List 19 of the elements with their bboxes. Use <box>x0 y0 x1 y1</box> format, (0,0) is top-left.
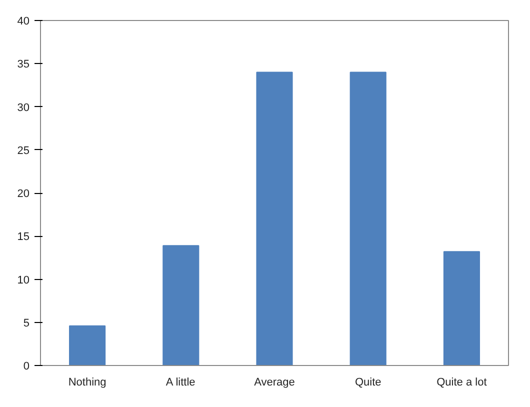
y-tick-label: 25 <box>17 144 30 157</box>
y-tick-label: 5 <box>23 317 30 330</box>
x-tick-label: Quite a lot <box>436 376 487 388</box>
bar <box>69 325 106 366</box>
y-tick-label: 10 <box>17 274 30 286</box>
x-tick-label: A little <box>166 376 196 388</box>
y-tick-label: 20 <box>17 188 30 200</box>
bar <box>443 251 480 366</box>
bar <box>350 72 386 366</box>
bar <box>162 245 200 366</box>
y-tick-label: 15 <box>17 231 30 244</box>
x-tick-label: Average <box>254 376 295 388</box>
y-tick-label: 0 <box>23 360 30 372</box>
y-tick-label: 35 <box>17 58 30 71</box>
x-tick-label: Quite <box>354 376 382 388</box>
y-tick-label: 30 <box>17 102 30 114</box>
bar <box>256 72 293 366</box>
y-tick-label: 40 <box>17 16 30 28</box>
x-tick-label: Nothing <box>68 376 106 388</box>
